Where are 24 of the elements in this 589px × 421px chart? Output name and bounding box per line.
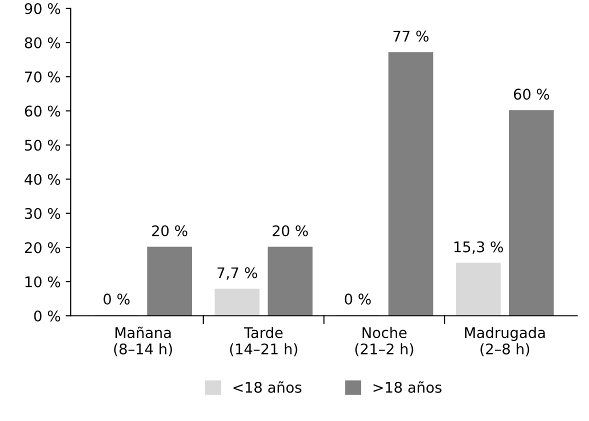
data-label: 20 % (152, 225, 188, 236)
legend-label: <18 años (234, 381, 302, 393)
x-tick-label: Tarde (14–21 h) (230, 326, 298, 356)
y-tick-label: 40 % (24, 174, 60, 185)
y-tick-label: 70 % (25, 71, 60, 82)
data-label: 77 % (393, 30, 429, 42)
data-label: 60 % (514, 88, 550, 100)
data-label: 7,7 % (217, 267, 258, 280)
x-tick-label: Madrugada (2–8 h) (465, 326, 545, 356)
data-label: 0 % (104, 294, 130, 305)
y-tick-label: 90 % (24, 3, 60, 14)
y-tick-label: 80 % (24, 37, 60, 48)
y-tick-label: 10 % (26, 276, 60, 288)
data-label: 20 % (272, 225, 308, 236)
y-tick-label: 20 % (24, 242, 60, 254)
data-label: 0 % (344, 294, 371, 305)
data-label: 15,3 % (454, 241, 503, 254)
y-tick-label: 30 % (25, 208, 60, 220)
y-tick-label: 0 % (34, 310, 60, 322)
x-tick-label: Noche (21–2 h) (355, 326, 414, 356)
x-tick-label: Mañana (8–14 h) (114, 326, 172, 356)
y-tick-label: 60 % (24, 106, 60, 117)
legend-label: >18 años (374, 381, 442, 393)
y-tick-label: 50 % (25, 140, 60, 151)
